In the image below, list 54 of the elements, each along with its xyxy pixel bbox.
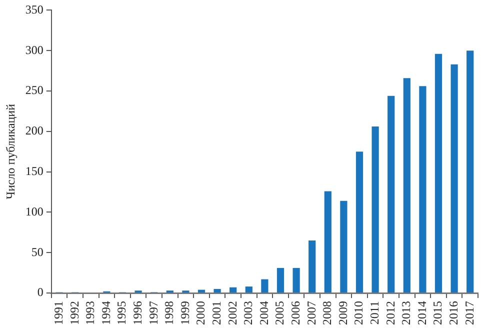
x-tick-label: 2012: [383, 301, 398, 325]
x-tick-label: 1994: [98, 301, 113, 325]
x-tick-label: 2009: [336, 301, 350, 325]
x-tick-label: 2003: [241, 301, 256, 325]
y-tick-label: 150: [25, 164, 44, 178]
bar: [324, 191, 332, 292]
x-tick-label: 2008: [320, 301, 334, 325]
x-tick-label: 1995: [114, 301, 129, 325]
x-tick-label: 2007: [304, 301, 318, 325]
x-tick-label: 1993: [83, 301, 98, 325]
x-tick-label: 2004: [256, 301, 271, 325]
bar: [356, 152, 364, 292]
bar: [340, 200, 348, 292]
bar: [261, 279, 268, 292]
bar: [198, 290, 206, 292]
x-tick-label: 2017: [462, 301, 476, 325]
bar: [403, 78, 410, 292]
y-tick-label: 0: [37, 285, 44, 300]
bar: [308, 240, 316, 292]
x-tick-label: 2011: [367, 301, 382, 325]
y-axis-title: Число публикаций: [3, 103, 18, 200]
x-tick-label: 2005: [272, 301, 287, 325]
x-tick-label: 2001: [209, 301, 224, 325]
y-tick-label: 350: [25, 2, 44, 16]
bar: [214, 288, 221, 292]
x-tick-label: 1992: [67, 301, 82, 325]
x-tick-label: 2013: [399, 301, 414, 325]
bar: [245, 286, 252, 292]
x-tick-label: 1996: [130, 301, 144, 325]
x-tick-label: 2010: [352, 301, 366, 325]
bar: [372, 126, 379, 292]
bar: [276, 268, 284, 292]
y-tick-label: 50: [31, 244, 44, 259]
y-tick-label: 100: [25, 204, 44, 218]
bar: [466, 50, 474, 292]
x-tick-label: 2006: [288, 301, 302, 325]
x-tick-label: 2002: [225, 301, 240, 325]
y-tick-label: 200: [25, 124, 44, 138]
y-tick-label: 300: [25, 42, 44, 57]
bar: [450, 64, 458, 292]
x-tick-label: 2014: [414, 301, 429, 325]
x-tick-label: 1998: [162, 301, 176, 325]
bar: [230, 287, 237, 292]
bar: [388, 96, 395, 292]
x-tick-label: 2016: [446, 301, 460, 325]
bar: [292, 268, 300, 292]
x-tick-label: 1991: [51, 301, 66, 325]
x-tick-label: 2015: [430, 301, 445, 325]
y-tick-label: 250: [25, 83, 44, 98]
x-tick-label: 2000: [194, 301, 208, 325]
bar: [419, 86, 426, 292]
x-tick-label: 1997: [146, 301, 160, 325]
x-tick-label: 1999: [178, 301, 192, 325]
bar: [434, 54, 442, 292]
